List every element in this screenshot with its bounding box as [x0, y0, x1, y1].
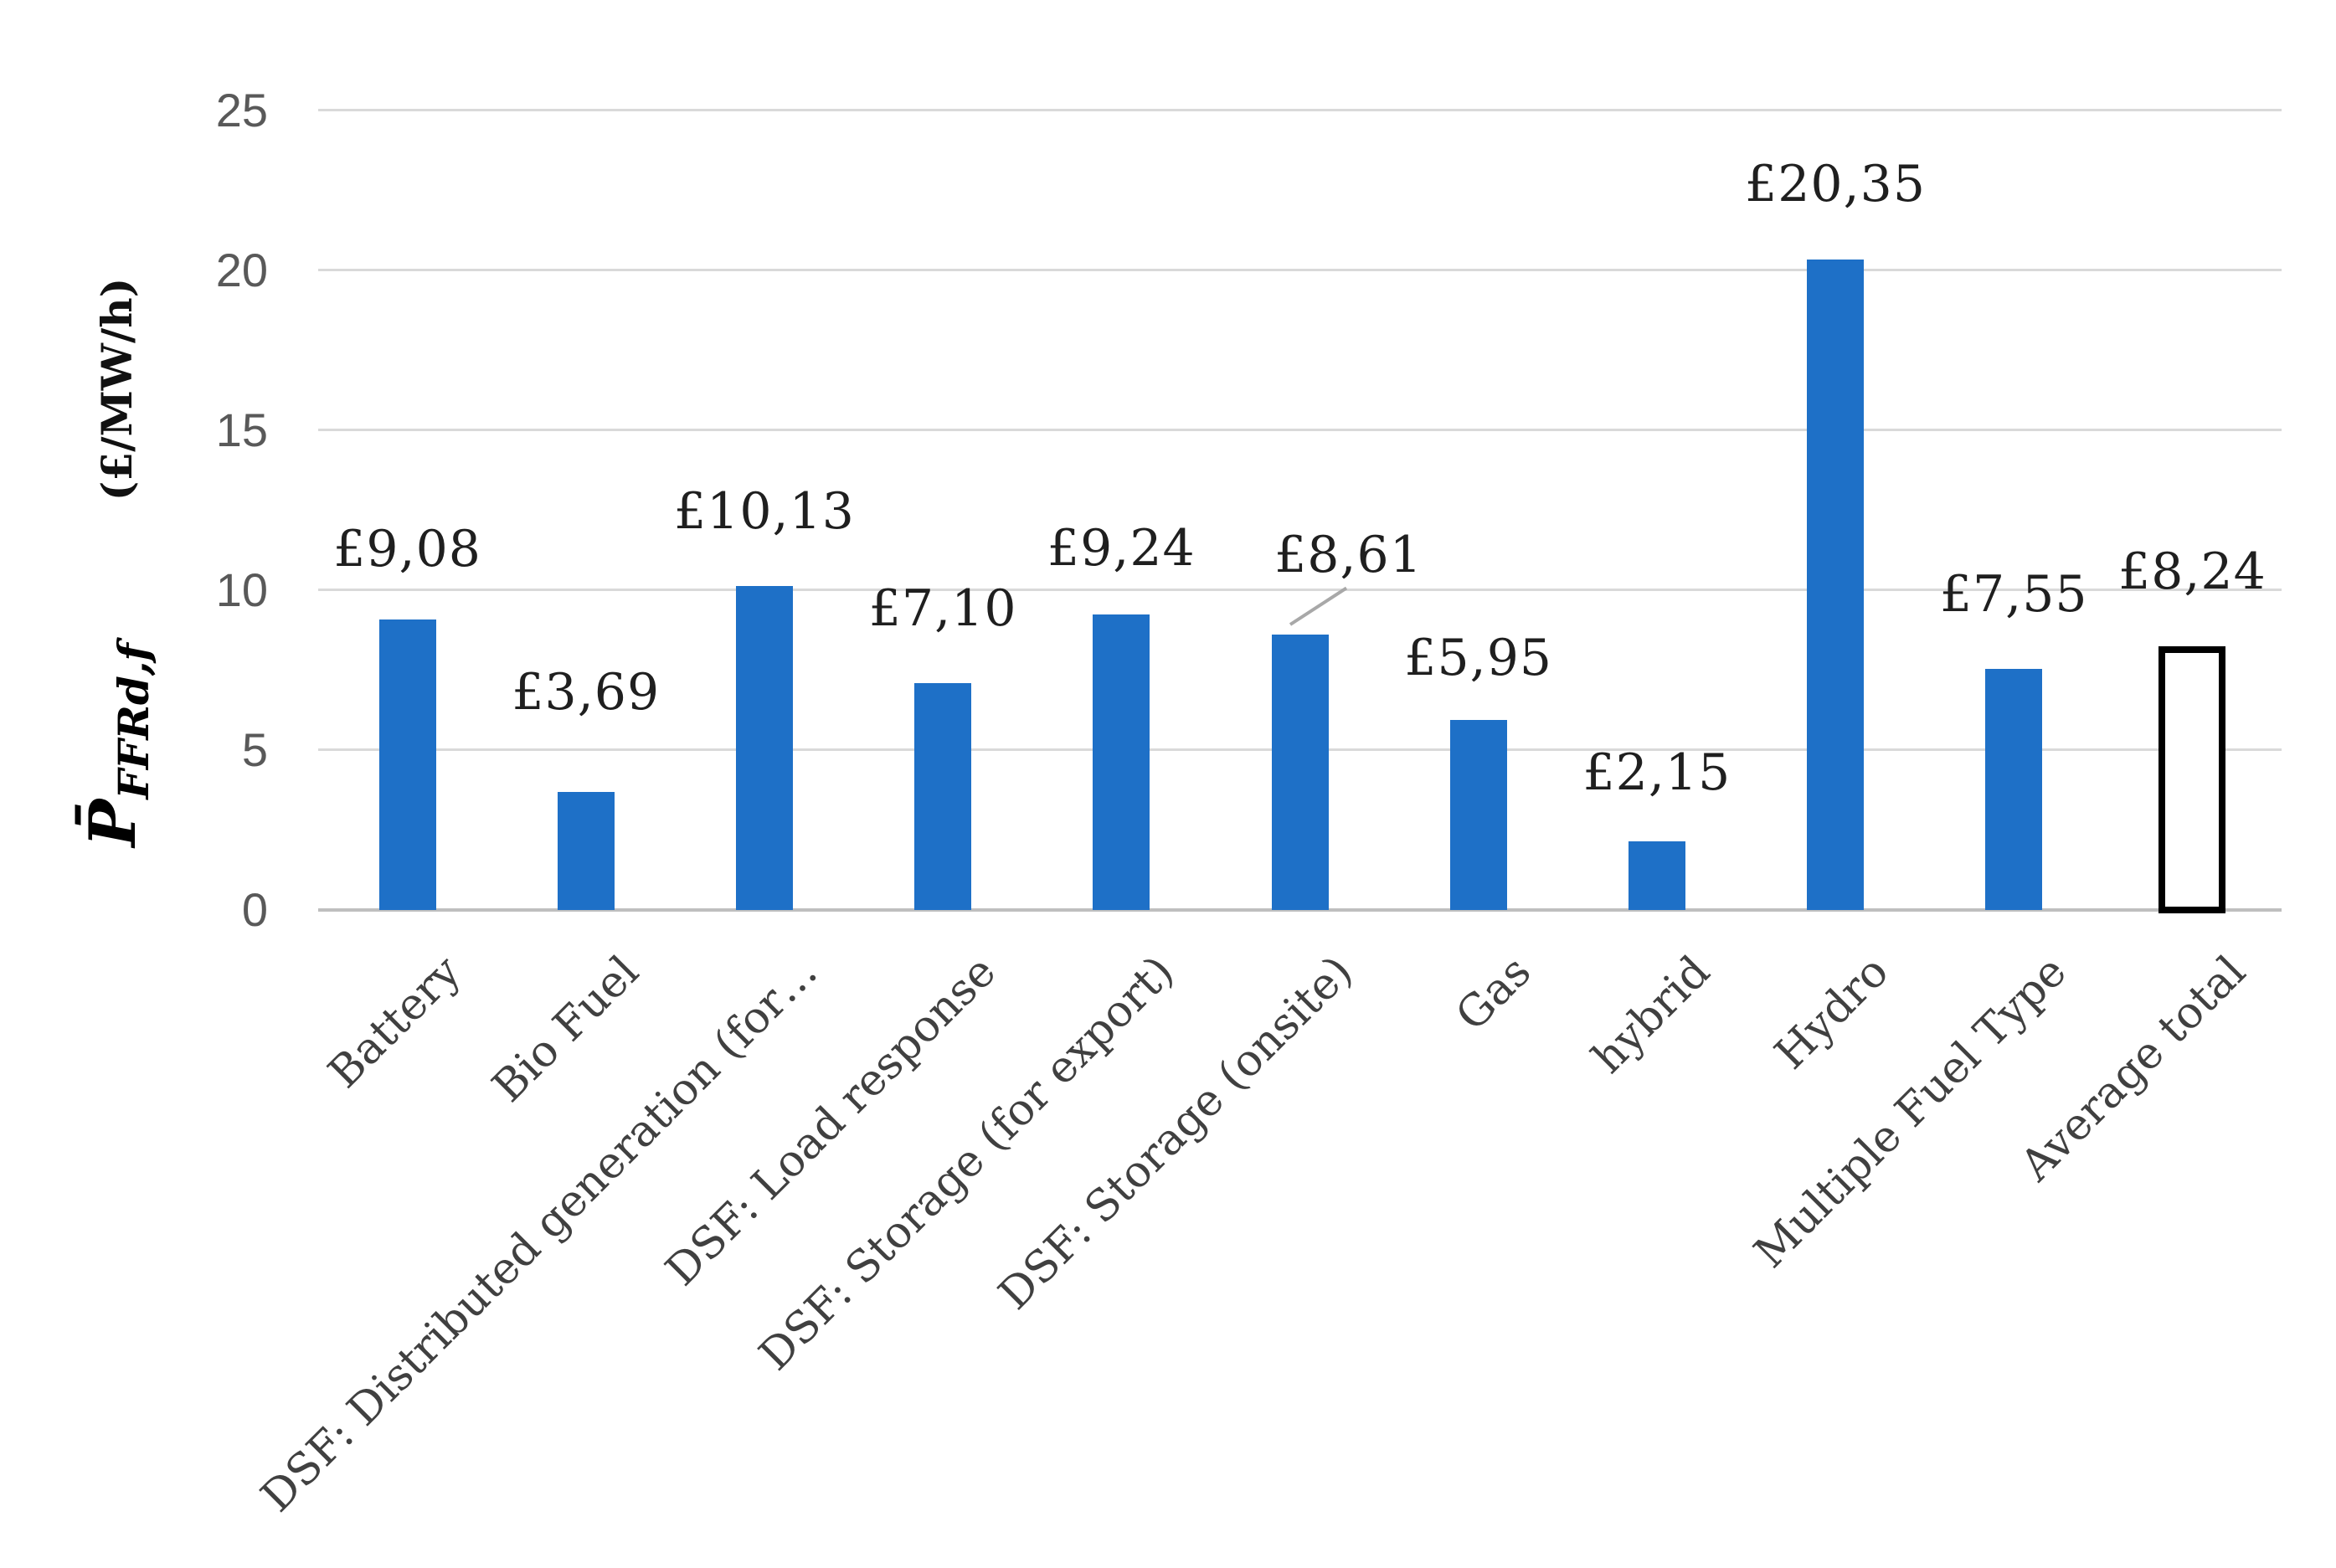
bar [1271, 635, 1329, 910]
bar [378, 619, 436, 910]
leader-line [1289, 586, 1347, 626]
bar-value-label: £7,55 [1939, 564, 2088, 624]
bar-value-label: £9,24 [1047, 519, 1196, 578]
bar [1985, 668, 2043, 910]
bar [1449, 719, 1507, 910]
bar-value-label: £9,08 [333, 520, 481, 579]
gridline [318, 429, 2282, 431]
bar-value-label: £2,15 [1582, 743, 1731, 802]
bar-value-label: £3,69 [512, 663, 661, 722]
x-category-label: hybrid [1582, 946, 1720, 1083]
bar [1628, 841, 1685, 910]
bar-average-total [2158, 646, 2226, 913]
y-tick-label: 10 [215, 563, 268, 616]
bar-value-label: £5,95 [1404, 628, 1553, 687]
bar-value-label: £8,61 [1274, 526, 1423, 585]
y-tick-label: 25 [215, 84, 268, 136]
x-category-label: Gas [1447, 946, 1541, 1041]
bar-value-label: £7,10 [868, 578, 1017, 638]
gridline [318, 269, 2282, 271]
y-tick-label: 15 [215, 404, 268, 456]
x-category-label: Bio Fuel [483, 946, 649, 1113]
bar [735, 586, 793, 910]
x-category-label: Battery [318, 946, 471, 1098]
y-axis-symbol: P̄ [75, 799, 150, 847]
bar [1807, 259, 1865, 910]
x-category-label: Hydro [1765, 946, 1899, 1080]
bar [1093, 614, 1150, 910]
x-category-label: DSF: Storage (onsite) [989, 946, 1363, 1320]
bar-value-label: £10,13 [673, 482, 855, 542]
y-tick-label: 20 [215, 244, 268, 296]
bar [557, 792, 615, 910]
x-axis-line [318, 908, 2282, 912]
gridline [318, 109, 2282, 111]
x-category-label: Multiple Fuel Type [1745, 946, 2077, 1278]
y-tick-label: 0 [241, 883, 268, 936]
bar-value-label: £20,35 [1745, 154, 1926, 213]
y-tick-label: 5 [241, 723, 268, 776]
bar [914, 682, 972, 910]
x-category-label: DSF: Load response [656, 946, 1006, 1296]
gridline [318, 589, 2282, 591]
bar-value-label: £8,24 [2118, 542, 2267, 602]
